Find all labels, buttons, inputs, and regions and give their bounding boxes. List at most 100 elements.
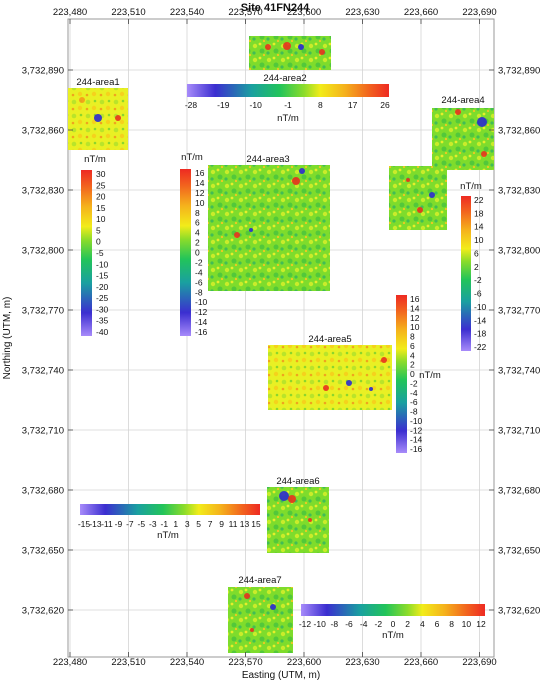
x-tick-label-bottom: 223,510 [111,657,145,668]
colorbar-tick-label: 2 [405,619,410,629]
colorbar-tick-label: -6 [410,397,418,407]
x-tick-label-top: 223,630 [345,7,379,18]
magnetic-anomaly [323,385,329,391]
colorbar-tick-label: -10 [250,100,263,110]
colorbar-area7 [301,604,485,616]
colorbar-tick-label: 2 [410,360,415,370]
magnetic-anomaly [381,357,387,363]
magnetic-anomaly [250,628,254,632]
colorbar-tick-label: 10 [462,619,472,629]
magnetic-anomaly [319,49,325,55]
colorbar-tick-label: -6 [195,277,203,287]
colorbar-tick-label: 0 [410,369,415,379]
colorbar-area1 [81,170,92,336]
x-tick-label-top: 223,600 [287,7,321,18]
y-tick-label-right: 3,732,710 [498,426,540,437]
magnetic-anomaly [292,177,300,185]
y-tick-label-right: 3,732,620 [498,606,540,617]
colorbar-tick-label: 15 [96,203,106,213]
colorbar-area5 [396,295,407,453]
y-tick-label-right: 3,732,740 [498,366,540,377]
colorbar-tick-label: -8 [410,407,418,417]
x-tick-label-bottom: 223,480 [53,657,87,668]
colorbar-tick-label: -15 [96,271,109,281]
survey-area-label: 244-area5 [308,334,351,345]
colorbar-tick-label: 14 [474,222,484,232]
colorbar-tick-label: 10 [96,214,106,224]
survey-area-raster [389,166,447,230]
magnetic-anomaly [288,495,296,503]
survey-area-raster [228,587,293,653]
colorbar-tick-label: 10 [474,235,484,245]
survey-area-label: 244-area4 [441,95,484,106]
survey-area-raster [249,36,331,70]
colorbar-tick-label: 15 [251,519,261,529]
x-tick-label-top: 223,690 [462,7,496,18]
colorbar-tick-label: -20 [96,282,109,292]
y-tick-label-left: 3,732,680 [22,486,64,497]
colorbar-tick-label: -5 [96,248,104,258]
x-tick-label-bottom: 223,540 [170,657,204,668]
y-tick-label-left: 3,732,770 [22,306,64,317]
y-tick-label-left: 3,732,830 [22,186,64,197]
y-axis-label: Northing (UTM, m) [2,297,13,380]
magnetic-anomaly [481,151,487,157]
colorbar-tick-label: -12 [410,425,423,435]
x-tick-label-bottom: 223,630 [345,657,379,668]
colorbar-tick-label: -6 [474,289,482,299]
colorbar-tick-label: 1 [173,519,178,529]
colorbar-tick-label: 25 [96,180,106,190]
colorbar-area3 [180,169,191,336]
colorbar-tick-label: 10 [195,198,205,208]
colorbar-tick-label: -1 [284,100,292,110]
colorbar-area6 [80,504,260,515]
colorbar-tick-label: -14 [410,435,423,445]
y-tick-label-left: 3,732,800 [22,246,64,257]
colorbar-tick-label: 16 [195,168,205,178]
colorbar-tick-label: 14 [195,178,205,188]
colorbar-tick-label: 12 [195,188,205,198]
colorbar-tick-label: 14 [410,303,420,313]
colorbar-tick-label: 22 [474,195,484,205]
magnetic-anomaly [249,228,253,232]
x-tick-label-bottom: 223,600 [287,657,321,668]
colorbar-tick-label: -22 [474,342,487,352]
colorbar-unit: nT/m [382,630,404,641]
colorbar-unit: nT/m [419,370,441,381]
x-tick-label-top: 223,570 [228,7,262,18]
survey-area-label: 244-area1 [76,77,119,88]
colorbar-tick-label: 2 [195,238,200,248]
y-tick-label-right: 3,732,860 [498,126,540,137]
colorbar-tick-label: -10 [474,302,487,312]
survey-area-raster [208,165,330,291]
x-tick-label-top: 223,480 [53,7,87,18]
map-title: Site 41FN244 [241,2,310,14]
survey-area-label: 244-area2 [263,73,306,84]
colorbar-tick-label: -28 [185,100,198,110]
colorbar-tick-label: -4 [195,267,203,277]
y-tick-label-right: 3,732,770 [498,306,540,317]
colorbar-tick-label: -35 [96,316,109,326]
x-tick-label-top: 223,510 [111,7,145,18]
magnetic-anomaly [308,518,312,522]
colorbar-tick-label: -14 [195,317,208,327]
survey-area-raster [268,345,392,410]
colorbar-tick-label: 12 [476,619,486,629]
axes: 223,480 223,480 223,510 223,510 223,540 223,5… [22,7,541,668]
colorbar-tick-label: 8 [195,208,200,218]
magnetic-anomaly [369,387,373,391]
colorbar-tick-label: 9 [219,519,224,529]
colorbar-tick-label: -12 [195,307,208,317]
survey-area-label: 244-area3 [246,154,289,165]
colorbar-tick-label: -1 [160,519,168,529]
colorbar-unit: nT/m [157,530,179,541]
colorbar-tick-label: -4 [410,388,418,398]
colorbar-tick-label: 6 [474,248,479,258]
colorbar-tick-label: 8 [318,100,323,110]
y-tick-label-right: 3,732,800 [498,246,540,257]
y-tick-label-right: 3,732,890 [498,66,540,77]
colorbar-area2 [187,84,389,97]
colorbar-tick-label: -25 [96,293,109,303]
y-tick-label-left: 3,732,890 [22,66,64,77]
colorbar-tick-label: -40 [96,327,109,337]
